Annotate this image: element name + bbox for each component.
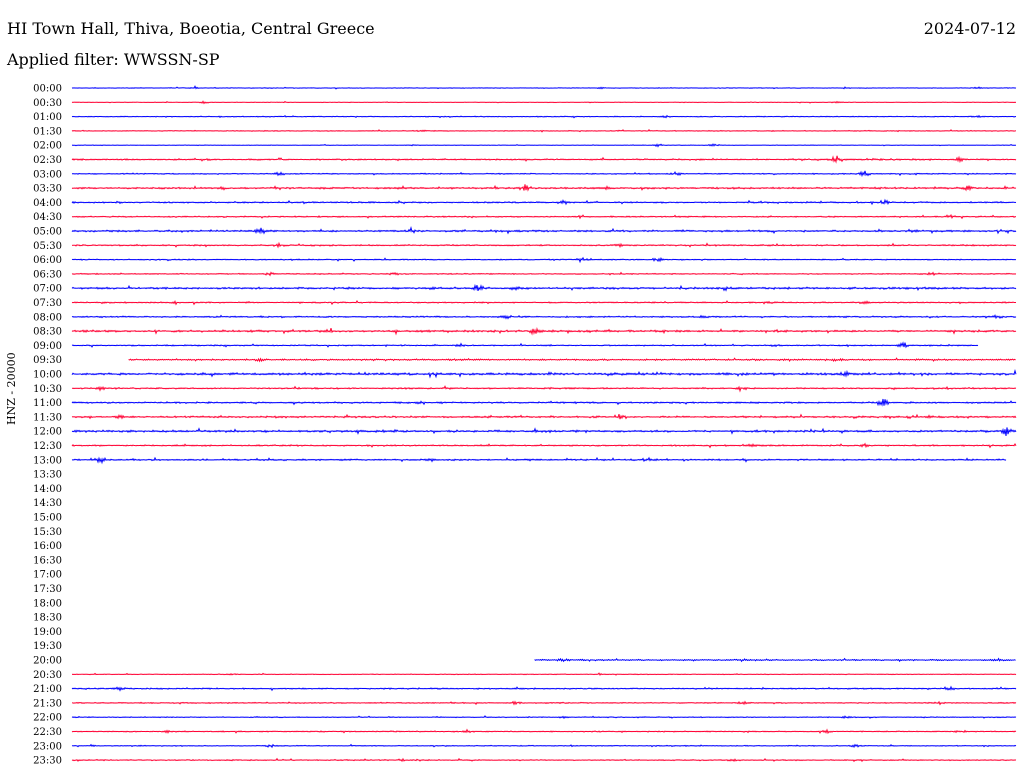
- seismic-traces: [71, 85, 1017, 763]
- time-tick-0830: 08:30: [33, 327, 62, 338]
- time-tick-labels: 00:00 00:30 01:00 01:30 02:00 02:30 03:00 03:30…: [33, 84, 62, 767]
- time-tick-0100: 01:00: [33, 112, 62, 123]
- time-tick-1400: 14:00: [33, 484, 62, 495]
- trace-0830: [71, 327, 1017, 336]
- trace-2230: [71, 728, 1017, 735]
- time-tick-1030: 10:30: [33, 384, 62, 395]
- time-tick-0900: 09:00: [33, 341, 62, 352]
- time-tick-0800: 08:00: [33, 312, 62, 323]
- trace-1200: [71, 427, 1017, 437]
- trace-1300: [71, 456, 1007, 465]
- time-tick-1630: 16:30: [33, 555, 62, 566]
- trace-0800: [71, 314, 1017, 320]
- trace-0730: [71, 299, 1017, 306]
- trace-0130: [71, 128, 1017, 133]
- trace-0030: [71, 100, 1017, 105]
- trace-1000: [71, 369, 1017, 379]
- trace-0000: [71, 85, 1017, 90]
- time-tick-1730: 17:30: [33, 584, 62, 595]
- trace-0500: [71, 225, 1017, 235]
- time-tick-0400: 04:00: [33, 198, 62, 209]
- time-tick-0430: 04:30: [33, 212, 62, 223]
- time-tick-0200: 02:00: [33, 141, 62, 152]
- time-tick-2300: 23:00: [33, 741, 62, 752]
- filter-label: Applied filter: WWSSN-SP: [7, 50, 220, 69]
- trace-0400: [71, 198, 1017, 206]
- time-tick-2200: 22:00: [33, 713, 62, 724]
- time-tick-1600: 16:00: [33, 541, 62, 552]
- time-tick-2030: 20:30: [33, 670, 62, 681]
- time-tick-1430: 14:30: [33, 498, 62, 509]
- trace-1030: [71, 385, 1017, 393]
- trace-2200: [71, 715, 1017, 720]
- trace-2030: [71, 672, 1017, 676]
- time-tick-0730: 07:30: [33, 298, 62, 309]
- time-tick-0530: 05:30: [33, 241, 62, 252]
- time-tick-0700: 07:00: [33, 284, 62, 295]
- time-tick-2330: 23:30: [33, 756, 62, 767]
- time-tick-0330: 03:30: [33, 184, 62, 195]
- date-label: 2024-07-12: [923, 19, 1016, 38]
- time-tick-1200: 12:00: [33, 427, 62, 438]
- time-tick-1300: 13:00: [33, 455, 62, 466]
- time-tick-0500: 05:00: [33, 227, 62, 238]
- trace-0630: [71, 271, 1017, 277]
- trace-2100: [71, 685, 1017, 692]
- time-tick-1700: 17:00: [33, 570, 62, 581]
- time-tick-1800: 18:00: [33, 598, 62, 609]
- time-tick-1100: 11:00: [33, 398, 62, 409]
- trace-2000: [534, 657, 1016, 663]
- trace-1230: [71, 442, 1017, 449]
- trace-2130: [71, 700, 1017, 706]
- time-tick-0130: 01:30: [33, 126, 62, 137]
- time-tick-2000: 20:00: [33, 656, 62, 667]
- time-tick-0030: 00:30: [33, 98, 62, 109]
- time-tick-2130: 21:30: [33, 698, 62, 709]
- trace-0700: [71, 283, 1017, 292]
- time-tick-0300: 03:00: [33, 169, 62, 180]
- trace-0100: [71, 114, 1017, 119]
- trace-0600: [71, 256, 1017, 264]
- time-tick-1000: 10:00: [33, 370, 62, 381]
- trace-0300: [71, 170, 1017, 178]
- trace-1130: [71, 413, 1017, 420]
- time-tick-1900: 19:00: [33, 627, 62, 638]
- time-tick-1500: 15:00: [33, 513, 62, 524]
- time-tick-1830: 18:30: [33, 613, 62, 624]
- time-tick-1230: 12:30: [33, 441, 62, 452]
- trace-0230: [71, 155, 1017, 164]
- trace-2300: [71, 743, 1017, 749]
- trace-0930: [128, 357, 1016, 363]
- time-tick-1930: 19:30: [33, 641, 62, 652]
- time-tick-1130: 11:30: [33, 412, 62, 423]
- time-tick-2230: 22:30: [33, 727, 62, 738]
- time-tick-1330: 13:30: [33, 470, 62, 481]
- station-title: HI Town Hall, Thiva, Boeotia, Central Gr…: [7, 19, 375, 38]
- time-tick-0230: 02:30: [33, 155, 62, 166]
- trace-0530: [71, 241, 1017, 249]
- time-tick-0600: 06:00: [33, 255, 62, 266]
- time-tick-0930: 09:30: [33, 355, 62, 366]
- trace-0900: [71, 341, 979, 349]
- time-tick-0630: 06:30: [33, 269, 62, 280]
- trace-2330: [71, 757, 1017, 763]
- time-tick-1530: 15:30: [33, 527, 62, 538]
- time-tick-2100: 21:00: [33, 684, 62, 695]
- trace-0330: [71, 184, 1017, 192]
- trace-0200: [71, 143, 1017, 148]
- time-tick-0000: 00:00: [33, 84, 62, 95]
- trace-1100: [71, 398, 1017, 407]
- trace-0430: [71, 213, 1017, 220]
